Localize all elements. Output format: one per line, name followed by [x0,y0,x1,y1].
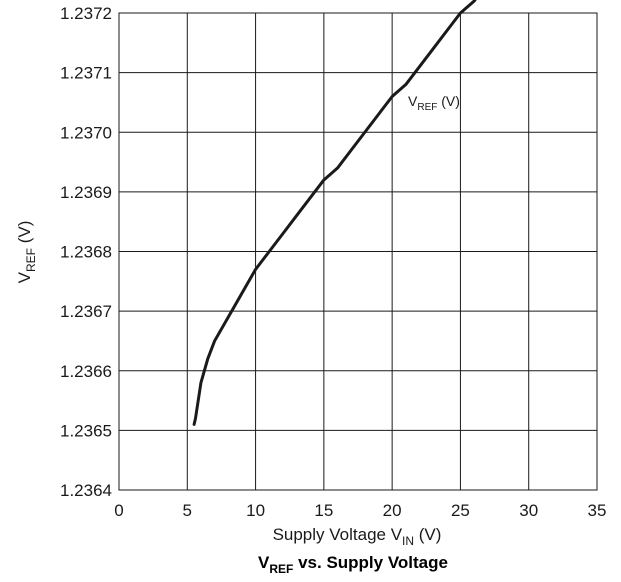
y-tick-label: 1.2372 [60,4,112,23]
series-label-main: V [408,93,418,109]
y-tick-label: 1.2367 [60,302,112,321]
y-tick-label: 1.2369 [60,183,112,202]
y-tick-label: 1.2371 [60,64,112,83]
x-tick-label: 30 [519,501,538,520]
x-tick-label: 0 [114,501,123,520]
x-tick-label: 10 [246,501,265,520]
chart-caption-rest: vs. Supply Voltage [293,553,448,572]
series-line [192,0,477,426]
chart-caption-sub: REF [269,562,293,576]
y-axis-title: VREF (V) [15,221,38,284]
x-tick-label: 20 [383,501,402,520]
y-tick-label: 1.2364 [60,481,112,500]
series-label: VREF (V) [408,93,460,113]
y-tick-label: 1.2366 [60,362,112,381]
series-label-sub: REF [417,102,437,113]
x-tick-label: 35 [588,501,607,520]
x-tick-label: 15 [314,501,333,520]
chart-caption: VREF vs. Supply Voltage [258,553,448,576]
y-tick-labels: 1.2364 1.2365 1.2366 1.2367 1.2368 1.2369 1.23… [60,4,112,500]
x-axis-title: Supply Voltage VIN (V) [273,525,442,548]
x-tick-label: 5 [183,501,192,520]
x-tick-label: 25 [451,501,470,520]
y-tick-label: 1.2368 [60,243,112,262]
x-tick-labels: 0 5 10 15 20 25 30 35 [114,501,606,520]
chart-caption-main: V [258,553,270,572]
series-group [192,0,477,426]
x-axis-title-rest: (V) [414,525,441,544]
x-axis-title-main: Supply Voltage V [273,525,403,544]
grid [119,13,597,490]
y-axis-title-rest: (V) [15,221,34,248]
series-label-rest: (V) [437,93,460,109]
y-axis-title-sub: REF [24,248,38,272]
plot-frame [118,12,598,491]
y-tick-label: 1.2370 [60,123,112,142]
x-axis-title-sub: IN [402,534,414,548]
y-axis-title-main: V [15,271,34,283]
y-tick-label: 1.2365 [60,421,112,440]
